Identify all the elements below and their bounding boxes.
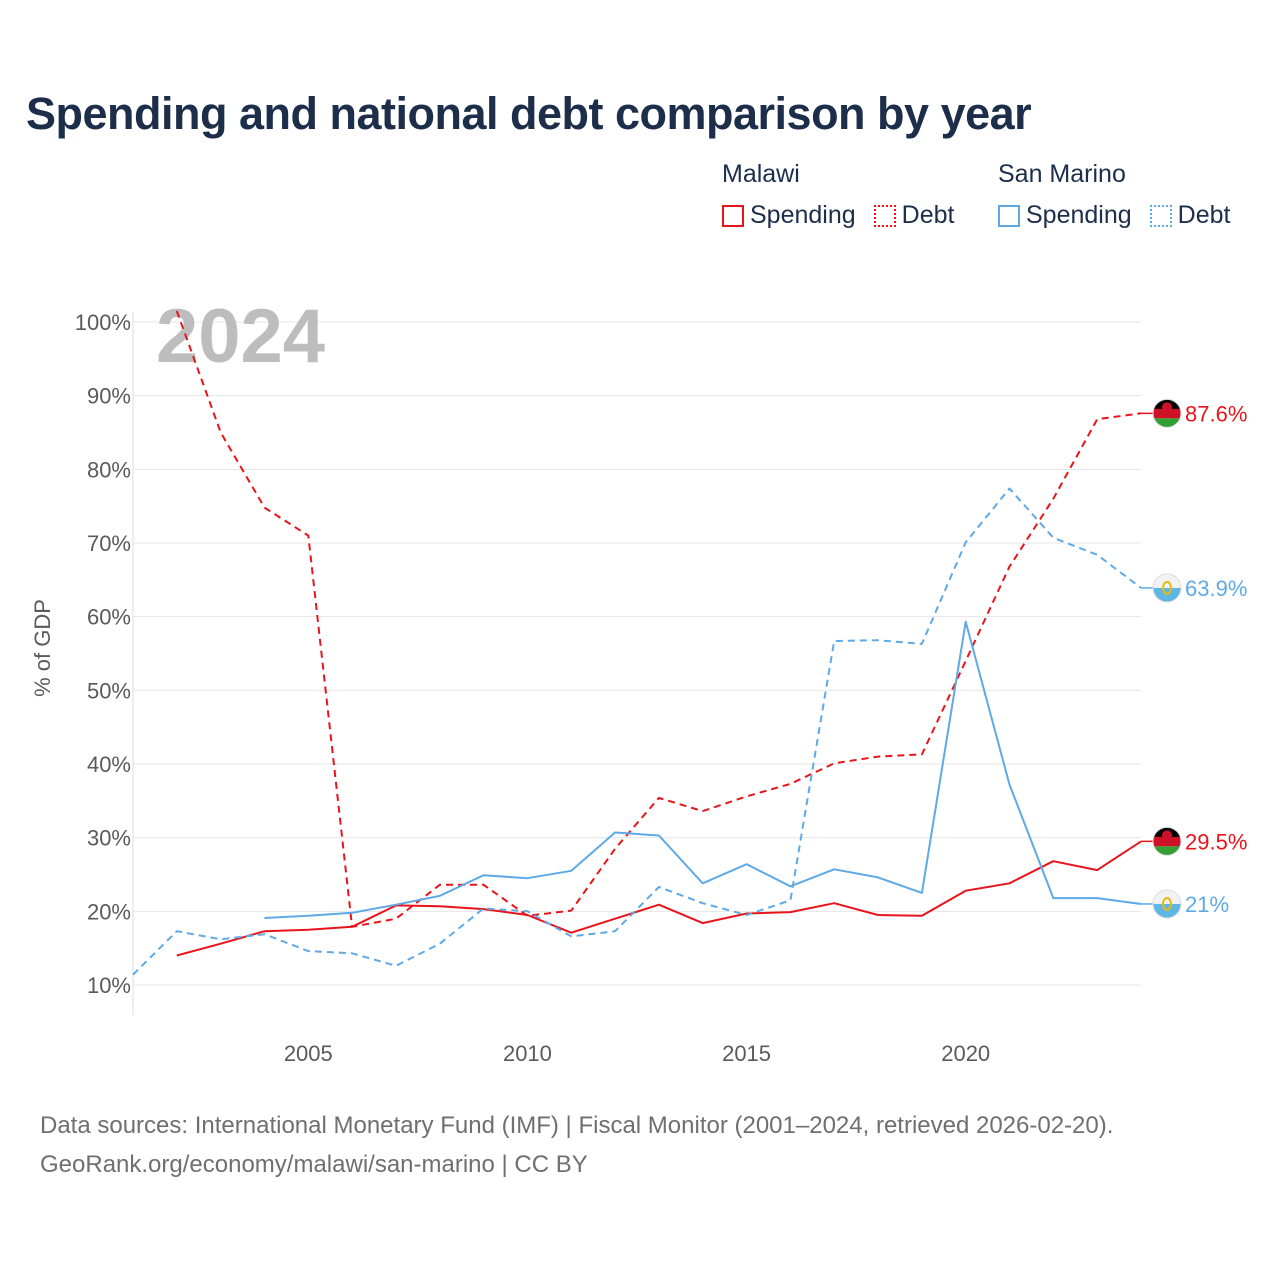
end-value-label: 87.6% <box>1185 401 1247 426</box>
y-tick-label: 60% <box>87 605 131 630</box>
dotted-line-swatch-icon <box>873 204 896 227</box>
legend-country-san-marino: San Marino <box>998 160 1126 188</box>
series-line-malawi-debt[interactable] <box>175 310 1142 928</box>
legend-san-marino: San Marino Spending Debt <box>998 160 1230 230</box>
legend-label: Debt <box>901 201 955 229</box>
end-value-label: 21% <box>1185 892 1229 917</box>
y-tick-label: 50% <box>87 678 131 703</box>
x-tick-label: 2010 <box>503 1041 552 1066</box>
line-chart: 10% 20% 30% 40% 50% 60% 70% 80% 90% 100% 2005 2010… <box>30 294 1247 1066</box>
flag-sun <box>1162 402 1172 413</box>
y-tick-label: 30% <box>87 826 131 851</box>
chart-title: Spending and national debt comparison by… <box>26 88 1032 139</box>
flag-body <box>1153 399 1181 428</box>
series-line-san-marino-spending[interactable] <box>264 620 1142 919</box>
flag-stripe-green <box>1153 418 1181 428</box>
y-tick-label: 100% <box>75 310 131 335</box>
dotted-line-swatch-icon <box>1149 204 1172 227</box>
legend-label: Spending <box>1026 201 1132 229</box>
legend-malawi-debt[interactable]: Debt <box>873 201 955 230</box>
legend-san-marino-spending[interactable]: Spending <box>998 201 1132 230</box>
x-tick-label: 2020 <box>941 1041 990 1066</box>
flag-emblem <box>1162 580 1172 595</box>
year-watermark: 2024 <box>156 294 325 379</box>
flag-sun <box>1162 830 1172 841</box>
x-tick-label: 2005 <box>284 1041 333 1066</box>
end-value-label: 63.9% <box>1185 576 1247 601</box>
solid-line-swatch-icon <box>998 204 1020 227</box>
san-marino-flag-icon <box>1141 889 1182 919</box>
legend-san-marino-debt[interactable]: Debt <box>1149 201 1231 230</box>
series-line-malawi-spending[interactable] <box>176 840 1142 957</box>
gridlines <box>132 312 1141 1015</box>
y-axis-label: % of GDP <box>30 599 55 697</box>
malawi-flag-icon <box>1141 398 1182 428</box>
end-value-label: 29.5% <box>1185 829 1247 854</box>
flag-border <box>1152 889 1182 919</box>
end-markers: 87.6% 29.5% 63.9% 21% <box>1141 398 1247 919</box>
flag-stripe-red <box>1153 408 1181 419</box>
flag-body <box>1153 889 1181 918</box>
series-line-san-marino-debt[interactable] <box>132 487 1142 976</box>
y-tick-label: 70% <box>87 531 131 556</box>
malawi-flag-icon <box>1141 826 1182 856</box>
legend-label: Spending <box>750 201 856 229</box>
x-axis-ticks: 2005 2010 2015 2020 <box>284 1041 990 1066</box>
series-lines <box>132 310 1142 976</box>
flag-stripe-red <box>1153 836 1181 847</box>
legend-malawi-spending[interactable]: Spending <box>722 201 856 230</box>
flag-body <box>1153 573 1181 602</box>
y-axis-ticks: 10% 20% 30% 40% 50% 60% 70% 80% 90% 100% <box>75 310 131 998</box>
legend-malawi: Malawi Spending Debt <box>722 160 954 230</box>
y-tick-label: 90% <box>87 384 131 409</box>
y-tick-label: 40% <box>87 752 131 777</box>
flag-body <box>1153 827 1181 856</box>
y-tick-label: 80% <box>87 457 131 482</box>
y-tick-label: 20% <box>87 899 131 924</box>
flag-stripe-green <box>1153 846 1181 856</box>
san-marino-flag-icon <box>1141 573 1182 603</box>
flag-border <box>1152 573 1182 603</box>
footer: Data sources: International Monetary Fun… <box>40 1106 1113 1184</box>
legend-label: Debt <box>1177 201 1231 229</box>
legend-country-malawi: Malawi <box>722 160 800 188</box>
footer-sources: Data sources: International Monetary Fun… <box>40 1112 1114 1139</box>
y-tick-label: 10% <box>87 973 131 998</box>
flag-border <box>1152 398 1182 428</box>
solid-line-swatch-icon <box>722 204 744 227</box>
footer-credit[interactable]: GeoRank.org/economy/malawi/san-marino | … <box>40 1151 588 1178</box>
x-tick-label: 2015 <box>722 1041 771 1066</box>
flag-border <box>1152 826 1182 856</box>
flag-emblem <box>1162 896 1172 911</box>
